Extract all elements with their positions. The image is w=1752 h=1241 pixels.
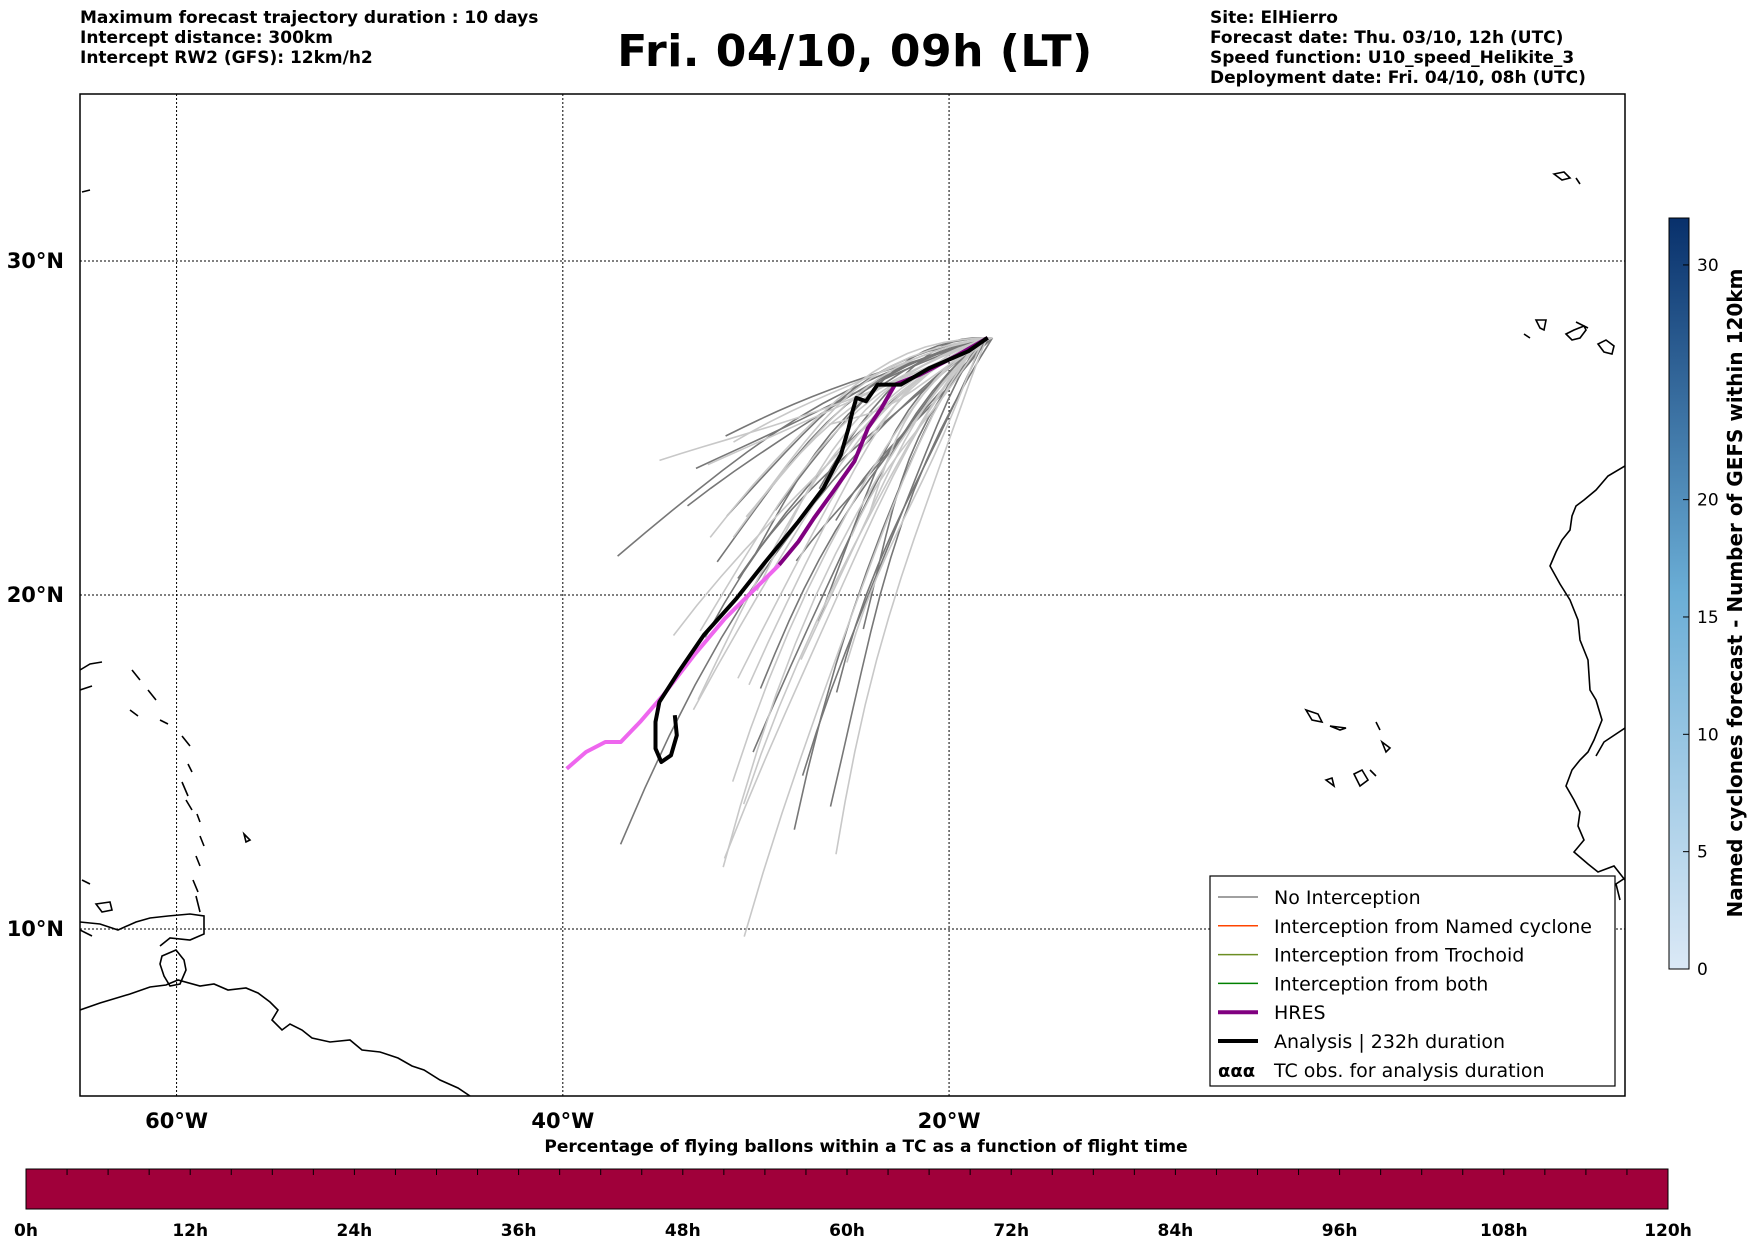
side-colorbar-tick-label: 0	[1697, 960, 1708, 980]
bottom-colorbar-tick-label: 12h	[172, 1221, 208, 1241]
legend-label: Interception from Named cyclone	[1274, 916, 1592, 938]
deployment-date-text: Deployment date: Fri. 04/10, 08h (UTC)	[1210, 68, 1586, 88]
latitude-labels: 30°N 20°N 10°N	[7, 249, 64, 941]
bottom-colorbar-tick-label: 48h	[665, 1221, 701, 1241]
graticule	[80, 94, 1625, 1096]
side-colorbar: 0 5 10 15 20 30 Named cyclones forecast - Num…	[1668, 217, 1747, 980]
lat-label: 20°N	[7, 583, 64, 607]
bottom-colorbar-tick-label: 108h	[1480, 1221, 1528, 1241]
legend-label: Analysis | 232h duration	[1274, 1031, 1505, 1053]
north-islands-coast	[81, 189, 91, 193]
ensemble-track	[732, 337, 992, 538]
hres-trajectory-tail	[565, 563, 781, 771]
legend-label: TC obs. for analysis duration	[1273, 1060, 1545, 1082]
ensemble-track	[835, 337, 988, 855]
venezuela-coast	[80, 913, 205, 947]
side-colorbar-label: Named cyclones forecast - Number of GEFS…	[1723, 269, 1747, 918]
ensemble-track	[850, 337, 987, 537]
bottom-colorbar-tick-label: 84h	[1158, 1221, 1194, 1241]
ensemble-track	[774, 337, 986, 511]
legend-label: No Interception	[1274, 887, 1421, 909]
site-text: Site: ElHierro	[1210, 8, 1338, 28]
africa-coast-inner	[1595, 727, 1625, 901]
madeira-coast	[1552, 171, 1581, 185]
ensemble-track	[731, 337, 985, 782]
ensemble-tracks	[617, 337, 994, 937]
ensemble-track	[756, 337, 993, 592]
trinidad-coast	[159, 949, 187, 987]
south-america-coast	[80, 979, 471, 1096]
side-colorbar-tick-label: 15	[1697, 608, 1719, 628]
intercept-distance-text: Intercept distance: 300km	[80, 28, 333, 48]
caribbean-islands-coast	[80, 661, 252, 937]
ensemble-track	[699, 337, 993, 632]
bottom-colorbar-tick-label: 0h	[14, 1221, 38, 1241]
header-left-info: Maximum forecast trajectory duration : 1…	[80, 8, 538, 68]
ensemble-track	[846, 337, 986, 663]
analysis-trajectory	[653, 336, 989, 764]
legend: No Interception Interception from Named c…	[1209, 875, 1616, 1087]
bottom-colorbar: Percentage of flying ballons within a TC…	[14, 1137, 1692, 1241]
legend-label: Interception from Trochoid	[1274, 945, 1524, 967]
ensemble-track	[723, 337, 986, 859]
ensemble-track	[743, 337, 984, 937]
ensemble-track	[795, 337, 984, 562]
africa-coast	[1549, 465, 1625, 881]
header-right-info: Site: ElHierro Forecast date: Thu. 03/10…	[1210, 8, 1586, 88]
tc-obs-symbol-icon: ααα	[1218, 1061, 1255, 1082]
bottom-colorbar-tick-label: 72h	[993, 1221, 1029, 1241]
legend-label: Interception from both	[1274, 973, 1488, 995]
lon-label: 60°W	[145, 1109, 208, 1133]
bottom-colorbar-title: Percentage of flying ballons within a TC…	[544, 1137, 1187, 1157]
side-colorbar-tick-label: 20	[1697, 491, 1719, 511]
lat-label: 30°N	[7, 249, 64, 273]
legend-label: HRES	[1274, 1002, 1326, 1024]
bottom-colorbar-tick-label: 96h	[1322, 1221, 1358, 1241]
map-area: No Interception Interception from Named c…	[80, 94, 1625, 1096]
bottom-colorbar-tick-label: 60h	[829, 1221, 865, 1241]
lat-label: 10°N	[7, 917, 64, 941]
side-colorbar-tick-label: 10	[1697, 725, 1719, 745]
lon-label: 20°W	[918, 1109, 981, 1133]
bottom-colorbar-tick-label: 120h	[1644, 1221, 1692, 1241]
page-title: Fri. 04/10, 09h (LT)	[617, 26, 1093, 77]
forecast-date-text: Forecast date: Thu. 03/10, 12h (UTC)	[1210, 28, 1564, 48]
lesser-antilles-coast	[181, 735, 205, 913]
bottom-colorbar-tick-label: 36h	[501, 1221, 537, 1241]
ensemble-track	[801, 337, 984, 776]
max-duration-text: Maximum forecast trajectory duration : 1…	[80, 8, 539, 28]
coastlines	[80, 171, 1625, 1096]
ensemble-track	[742, 337, 984, 805]
canary-islands-coast	[1523, 319, 1615, 355]
cape-verde-coast	[1304, 708, 1392, 788]
ensemble-track	[709, 337, 984, 538]
speed-function-text: Speed function: U10_speed_Helikite_3	[1210, 48, 1575, 68]
side-colorbar-tick-label: 30	[1697, 256, 1719, 276]
map-frame	[79, 93, 1626, 1097]
side-colorbar-tick-label: 5	[1697, 843, 1708, 863]
intercept-rw2-text: Intercept RW2 (GFS): 12km/h2	[80, 48, 373, 68]
lon-label: 40°W	[531, 1109, 594, 1133]
ensemble-track	[748, 337, 986, 686]
bottom-colorbar-tick-label: 24h	[337, 1221, 373, 1241]
ensemble-track	[722, 337, 989, 868]
ensemble-track	[725, 337, 993, 437]
longitude-labels: 60°W 40°W 20°W	[145, 1109, 980, 1133]
